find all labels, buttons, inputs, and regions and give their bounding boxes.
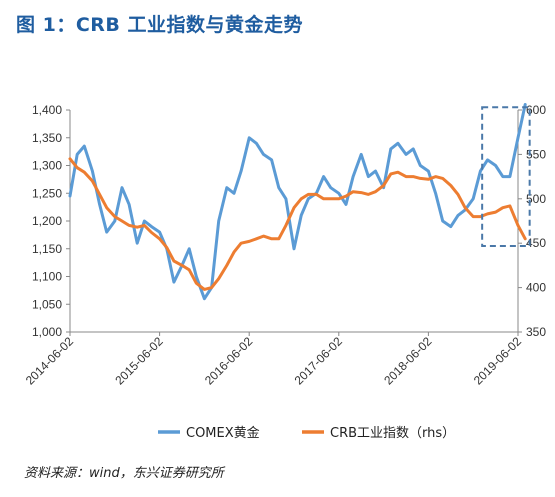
x-tick-label: 2017-06-02 bbox=[292, 334, 346, 388]
right-tick-label: 550 bbox=[526, 147, 546, 161]
x-tick-label: 2016-06-02 bbox=[202, 334, 256, 388]
left-tick-label: 1,100 bbox=[32, 270, 62, 284]
x-tick-label: 2019-06-02 bbox=[471, 334, 525, 388]
source-note: 资料来源：wind，东兴证券研究所 bbox=[24, 466, 224, 481]
right-tick-label: 600 bbox=[526, 103, 546, 117]
figure-title: 图 1：CRB 工业指数与黄金走势 bbox=[16, 14, 304, 36]
left-tick-label: 1,050 bbox=[32, 297, 62, 311]
left-tick-label: 1,300 bbox=[32, 159, 62, 173]
series-layer bbox=[68, 103, 531, 301]
left-tick-label: 1,000 bbox=[32, 325, 62, 339]
left-tick-label: 1,400 bbox=[32, 103, 62, 117]
right-tick-label: 350 bbox=[526, 325, 546, 339]
left-tick-label: 1,350 bbox=[32, 131, 62, 145]
x-tick-label: 2018-06-02 bbox=[381, 334, 435, 388]
left-tick-label: 1,200 bbox=[32, 214, 62, 228]
chart-container: 1,000 1,050 1,100 1,150 1,200 1,250 1,300 1,350… bbox=[0, 40, 555, 460]
legend-gold-label: COMEX黄金 bbox=[186, 425, 260, 441]
left-tick-label: 1,150 bbox=[32, 242, 62, 256]
line-chart: 1,000 1,050 1,100 1,150 1,200 1,250 1,300 1,350… bbox=[23, 103, 547, 441]
legend-crb-label: CRB工业指数（rhs） bbox=[330, 426, 455, 441]
legend: COMEX黄金 CRB工业指数（rhs） bbox=[158, 425, 455, 441]
x-tick-label: 2014-06-02 bbox=[23, 334, 77, 388]
axes-layer: 1,000 1,050 1,100 1,150 1,200 1,250 1,300 1,350… bbox=[23, 103, 547, 388]
x-tick-label: 2015-06-02 bbox=[112, 334, 166, 388]
right-tick-label: 400 bbox=[526, 281, 546, 295]
crb-series-line bbox=[68, 157, 527, 291]
left-tick-label: 1,250 bbox=[32, 186, 62, 200]
right-tick-label: 500 bbox=[526, 192, 546, 206]
gold-series-line bbox=[68, 103, 527, 301]
highlight-box bbox=[481, 106, 531, 247]
right-tick-label: 450 bbox=[526, 236, 546, 250]
